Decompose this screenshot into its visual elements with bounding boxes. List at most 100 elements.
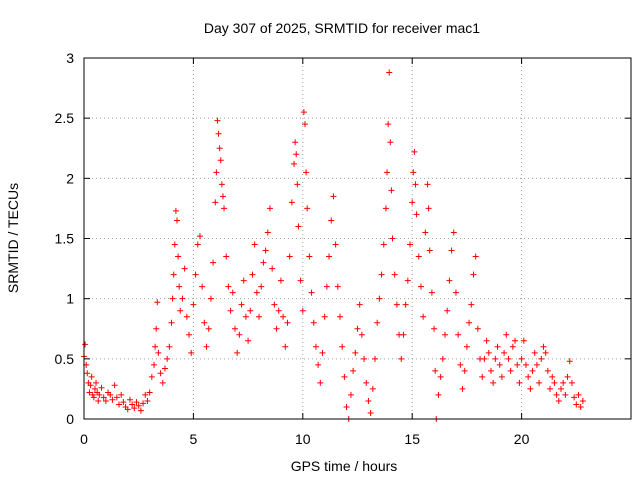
data-point bbox=[483, 337, 490, 344]
data-point bbox=[284, 319, 291, 326]
data-point bbox=[266, 205, 273, 212]
data-point bbox=[120, 399, 127, 406]
data-point bbox=[518, 355, 525, 362]
data-point bbox=[87, 382, 94, 389]
data-point bbox=[181, 265, 188, 272]
data-point bbox=[253, 289, 260, 296]
data-point bbox=[221, 205, 228, 212]
data-point bbox=[332, 241, 339, 248]
data-point bbox=[236, 331, 243, 338]
data-point bbox=[183, 313, 190, 320]
data-point bbox=[479, 373, 486, 380]
data-point bbox=[301, 121, 308, 128]
data-point bbox=[292, 139, 299, 146]
data-point bbox=[376, 295, 383, 302]
data-point bbox=[201, 319, 208, 326]
data-point bbox=[503, 331, 510, 338]
data-point bbox=[536, 379, 543, 386]
data-point bbox=[354, 325, 361, 332]
data-point bbox=[186, 331, 193, 338]
data-point bbox=[350, 367, 357, 374]
data-point bbox=[275, 307, 282, 314]
data-point bbox=[461, 367, 468, 374]
data-point bbox=[216, 145, 223, 152]
data-point bbox=[148, 373, 155, 380]
data-point bbox=[520, 337, 527, 344]
data-point bbox=[111, 382, 118, 389]
data-point bbox=[490, 379, 497, 386]
data-point bbox=[387, 139, 394, 146]
data-point bbox=[466, 319, 473, 326]
data-point bbox=[315, 361, 322, 368]
data-point bbox=[378, 271, 385, 278]
data-point bbox=[514, 361, 521, 368]
data-point bbox=[303, 169, 310, 176]
data-point bbox=[485, 349, 492, 356]
data-point bbox=[428, 289, 435, 296]
data-point bbox=[339, 343, 346, 350]
data-point bbox=[214, 117, 221, 124]
x-tick-label: 20 bbox=[514, 431, 530, 447]
data-point bbox=[412, 181, 419, 188]
data-point bbox=[82, 341, 89, 348]
data-point bbox=[280, 313, 287, 320]
x-tick-label: 10 bbox=[295, 431, 311, 447]
data-point bbox=[116, 401, 123, 408]
data-point bbox=[317, 379, 324, 386]
data-point bbox=[113, 394, 120, 401]
data-point bbox=[328, 217, 335, 224]
data-point bbox=[131, 405, 138, 412]
data-point bbox=[199, 283, 206, 290]
data-point bbox=[109, 396, 116, 403]
data-point bbox=[288, 199, 295, 206]
data-point bbox=[358, 331, 365, 338]
data-point bbox=[575, 391, 582, 398]
data-point bbox=[124, 406, 131, 413]
data-point bbox=[527, 385, 534, 392]
data-point bbox=[343, 403, 350, 410]
data-point bbox=[84, 370, 91, 377]
data-point bbox=[157, 370, 164, 377]
data-point bbox=[496, 361, 503, 368]
data-point bbox=[90, 394, 97, 401]
data-point bbox=[223, 253, 230, 260]
data-point bbox=[512, 337, 519, 344]
data-point bbox=[437, 373, 444, 380]
data-point bbox=[391, 271, 398, 278]
data-point bbox=[509, 343, 516, 350]
data-point bbox=[126, 396, 133, 403]
data-point bbox=[413, 211, 420, 218]
data-point bbox=[242, 313, 249, 320]
y-tick-label: 0 bbox=[66, 411, 74, 427]
data-point bbox=[190, 301, 197, 308]
data-point bbox=[102, 397, 109, 404]
data-point bbox=[361, 355, 368, 362]
data-point bbox=[176, 283, 183, 290]
data-point bbox=[300, 109, 307, 116]
data-point bbox=[531, 349, 538, 356]
data-point bbox=[245, 337, 252, 344]
data-point bbox=[336, 313, 343, 320]
data-point bbox=[549, 373, 556, 380]
data-point bbox=[175, 253, 182, 260]
data-point bbox=[452, 289, 459, 296]
data-point bbox=[463, 343, 470, 350]
data-points bbox=[81, 69, 586, 422]
data-point bbox=[540, 343, 547, 350]
data-point bbox=[247, 307, 254, 314]
data-point bbox=[330, 193, 337, 200]
data-point bbox=[501, 349, 508, 356]
data-point bbox=[129, 401, 136, 408]
data-point bbox=[374, 319, 381, 326]
data-point bbox=[215, 130, 222, 137]
data-point bbox=[133, 399, 140, 406]
data-point bbox=[417, 283, 424, 290]
data-point bbox=[171, 241, 178, 248]
grid bbox=[84, 58, 631, 419]
data-point bbox=[407, 241, 414, 248]
x-tick-label: 5 bbox=[190, 431, 198, 447]
data-point bbox=[159, 379, 166, 386]
data-point bbox=[98, 384, 105, 391]
data-point bbox=[507, 367, 514, 374]
data-point bbox=[258, 283, 265, 290]
